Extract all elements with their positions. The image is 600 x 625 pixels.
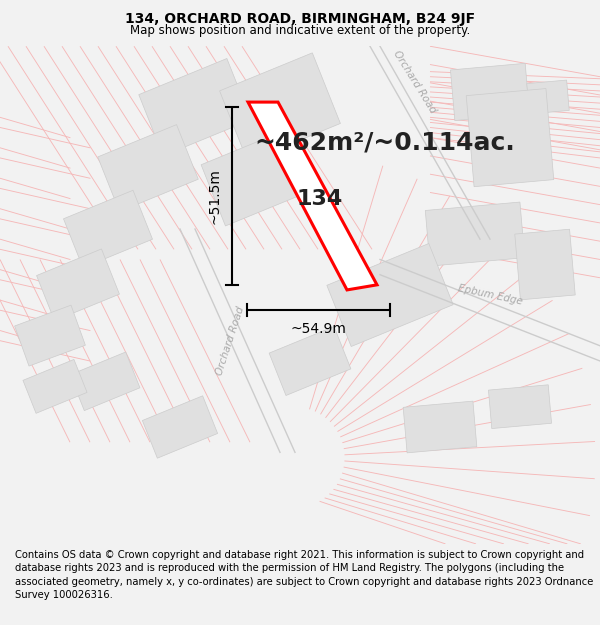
Text: ~51.5m: ~51.5m xyxy=(208,168,222,224)
Text: Orchard Road: Orchard Road xyxy=(392,49,438,115)
Polygon shape xyxy=(139,59,251,156)
Polygon shape xyxy=(425,202,525,266)
Text: Map shows position and indicative extent of the property.: Map shows position and indicative extent… xyxy=(130,24,470,37)
Polygon shape xyxy=(98,124,198,211)
Polygon shape xyxy=(451,63,530,121)
Polygon shape xyxy=(64,190,152,268)
Polygon shape xyxy=(201,131,309,226)
Polygon shape xyxy=(14,305,85,366)
Polygon shape xyxy=(70,352,140,411)
Text: ~54.9m: ~54.9m xyxy=(290,322,346,336)
Text: Orchard Road: Orchard Road xyxy=(214,305,246,376)
Polygon shape xyxy=(220,53,340,161)
Polygon shape xyxy=(248,102,377,290)
Polygon shape xyxy=(466,89,554,187)
Polygon shape xyxy=(23,359,87,413)
Text: Epbum Edge: Epbum Edge xyxy=(457,283,523,307)
Polygon shape xyxy=(488,385,551,429)
Polygon shape xyxy=(37,249,119,321)
Polygon shape xyxy=(142,396,218,458)
Text: 134, ORCHARD ROAD, BIRMINGHAM, B24 9JF: 134, ORCHARD ROAD, BIRMINGHAM, B24 9JF xyxy=(125,11,475,26)
Polygon shape xyxy=(269,326,351,396)
Polygon shape xyxy=(327,244,453,346)
Text: 134: 134 xyxy=(297,189,343,209)
Polygon shape xyxy=(515,229,575,300)
Text: Contains OS data © Crown copyright and database right 2021. This information is : Contains OS data © Crown copyright and d… xyxy=(15,550,593,600)
Text: ~462m²/~0.114ac.: ~462m²/~0.114ac. xyxy=(254,131,515,155)
Polygon shape xyxy=(527,80,569,114)
Polygon shape xyxy=(403,401,477,453)
